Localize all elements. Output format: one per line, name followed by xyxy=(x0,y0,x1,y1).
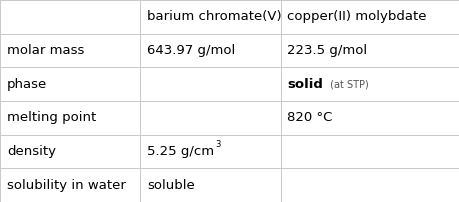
Text: barium chromate(V): barium chromate(V) xyxy=(147,10,281,23)
Text: molar mass: molar mass xyxy=(7,44,84,57)
Text: copper(II) molybdate: copper(II) molybdate xyxy=(287,10,426,23)
Text: melting point: melting point xyxy=(7,111,96,124)
Text: 643.97 g/mol: 643.97 g/mol xyxy=(147,44,235,57)
Text: (at STP): (at STP) xyxy=(326,79,368,89)
Text: 223.5 g/mol: 223.5 g/mol xyxy=(287,44,367,57)
Text: 3: 3 xyxy=(215,140,220,149)
Text: solubility in water: solubility in water xyxy=(7,179,125,192)
Text: soluble: soluble xyxy=(147,179,195,192)
Text: solid: solid xyxy=(287,78,323,91)
Text: phase: phase xyxy=(7,78,47,91)
Text: 820 °C: 820 °C xyxy=(287,111,332,124)
Text: density: density xyxy=(7,145,56,158)
Text: 5.25 g/cm: 5.25 g/cm xyxy=(147,145,214,158)
